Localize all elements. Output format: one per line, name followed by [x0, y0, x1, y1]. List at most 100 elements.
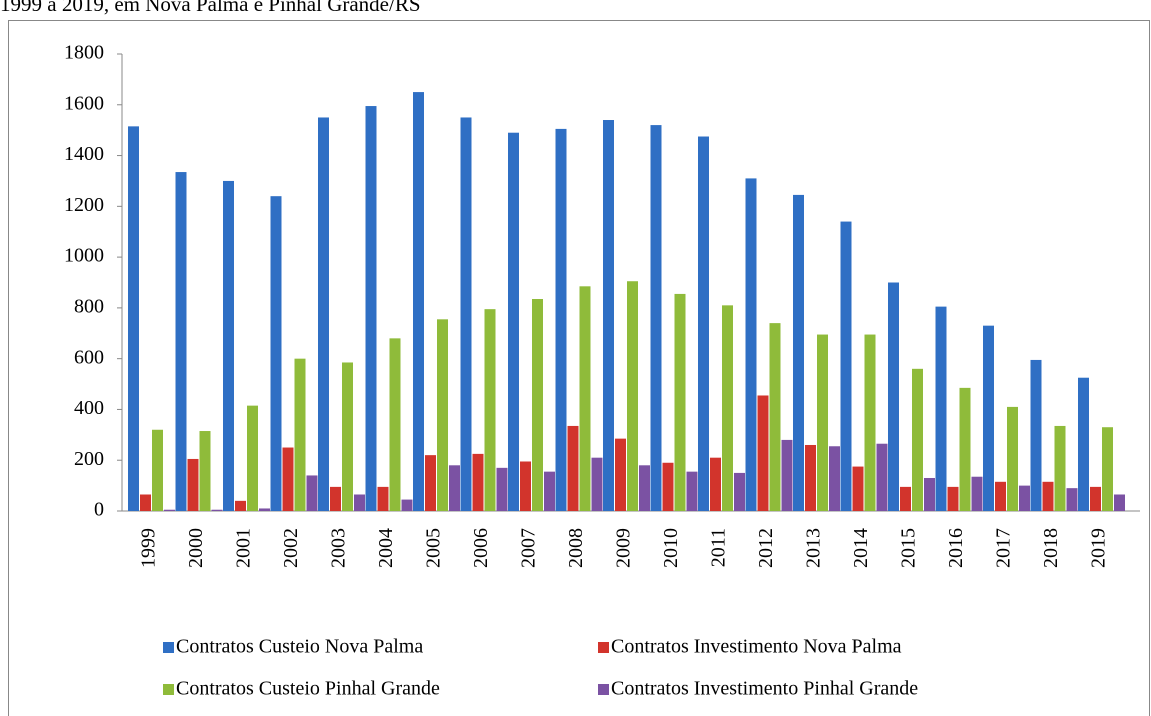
bar	[745, 178, 757, 511]
x-tick-label: 2000	[185, 528, 207, 568]
bar	[544, 471, 555, 511]
bar	[615, 438, 626, 511]
bar	[496, 467, 508, 511]
y-tick-label: 1600	[64, 92, 104, 114]
bar	[508, 132, 519, 511]
x-tick-label: 2006	[470, 528, 492, 568]
bar	[389, 338, 401, 511]
bar	[294, 358, 306, 511]
x-tick-label: 2016	[945, 528, 967, 568]
bar	[1114, 494, 1125, 511]
bar	[971, 476, 983, 511]
bar	[1042, 481, 1054, 511]
bar	[757, 395, 769, 511]
bar	[1007, 406, 1018, 511]
bar	[935, 306, 947, 511]
bar	[734, 472, 745, 511]
bar	[354, 494, 365, 511]
bar	[829, 446, 840, 511]
legend-label: Contratos Custeio Nova Palma	[176, 636, 423, 658]
bar	[342, 362, 353, 511]
bar	[460, 117, 472, 511]
bar	[187, 458, 199, 511]
bar	[270, 196, 282, 511]
bar	[401, 499, 413, 511]
bar	[805, 444, 816, 511]
x-tick-label: 2003	[328, 528, 350, 568]
bar	[140, 494, 151, 511]
x-tick-label: 1999	[138, 528, 160, 568]
bar	[579, 286, 591, 511]
legend-label: Contratos Investimento Pinhal Grande	[611, 678, 918, 700]
bar	[365, 106, 377, 511]
y-tick-label: 1200	[64, 194, 104, 216]
x-tick-label: 2009	[613, 528, 635, 568]
x-tick-label: 2015	[898, 528, 920, 568]
bar	[888, 282, 899, 511]
bar	[769, 323, 781, 511]
bar	[330, 486, 341, 511]
x-tick-label: 2007	[518, 528, 540, 568]
bar	[1078, 377, 1089, 511]
x-tick-label: 2019	[1088, 528, 1110, 568]
bar	[722, 305, 733, 511]
bar	[1066, 488, 1078, 511]
bar	[912, 368, 923, 511]
bar	[876, 443, 888, 511]
bar	[698, 136, 709, 511]
legend-swatch	[598, 642, 609, 653]
bar	[959, 387, 971, 511]
x-tick-label: 2010	[660, 528, 682, 568]
x-tick-label: 2011	[708, 528, 730, 567]
y-tick-label: 1800	[64, 42, 104, 64]
x-tick-label: 2013	[803, 528, 825, 568]
x-tick-label: 2008	[565, 528, 587, 568]
bar	[223, 180, 234, 511]
y-tick-label: 400	[74, 397, 104, 419]
chart-frame	[8, 20, 1150, 716]
bar	[591, 457, 603, 511]
x-tick-label: 2018	[1040, 528, 1062, 568]
bar	[1030, 359, 1042, 511]
bar	[282, 447, 294, 511]
bar	[662, 462, 674, 511]
bar	[1054, 425, 1066, 511]
bar	[532, 299, 543, 511]
bar	[199, 431, 211, 511]
x-tick-label: 2014	[850, 528, 872, 568]
bar	[817, 334, 828, 511]
bar	[555, 128, 567, 511]
bar	[567, 425, 579, 511]
legend-swatch	[163, 642, 174, 653]
bar	[603, 120, 614, 511]
bar	[318, 117, 329, 511]
bar	[472, 453, 484, 511]
bar	[484, 309, 496, 511]
bar	[413, 92, 424, 511]
x-tick-label: 2004	[375, 528, 397, 568]
legend-swatch	[163, 684, 174, 695]
bar	[164, 509, 175, 511]
bar	[864, 334, 876, 511]
bar	[306, 475, 318, 511]
bar	[1019, 485, 1030, 511]
bar	[235, 500, 246, 511]
bar	[947, 486, 959, 511]
y-tick-label: 200	[74, 448, 104, 470]
bar	[995, 481, 1006, 511]
bar	[793, 194, 804, 512]
y-tick-label: 1000	[64, 245, 104, 267]
bar	[852, 466, 864, 511]
bar	[627, 281, 638, 511]
bar	[900, 486, 911, 511]
bar	[425, 455, 436, 511]
bar	[449, 465, 460, 511]
y-tick-label: 600	[74, 346, 104, 368]
bar	[175, 172, 187, 511]
bar	[650, 125, 662, 511]
bar	[520, 461, 531, 511]
bar	[840, 221, 852, 512]
bar	[247, 405, 258, 511]
y-tick-label: 0	[94, 499, 104, 521]
